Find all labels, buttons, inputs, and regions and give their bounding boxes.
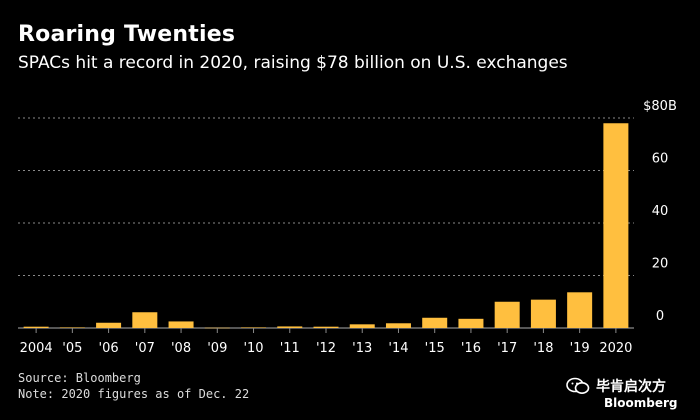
bar (385, 323, 411, 328)
bar (422, 317, 448, 328)
x-tick-label: '05 (62, 341, 82, 356)
y-tick-label: 20 (652, 257, 669, 272)
x-tick-label: '09 (207, 341, 227, 356)
bar (349, 324, 375, 328)
bar (567, 292, 593, 328)
bars-group (23, 123, 629, 329)
bar (458, 318, 484, 328)
bar (59, 327, 85, 328)
bar (132, 312, 158, 328)
source-line: Source: Bloomberg (18, 371, 141, 385)
watermark-text: 毕肯启次方 (596, 379, 666, 395)
x-tick-label: '18 (533, 341, 553, 356)
y-tick-label: 0 (656, 309, 664, 324)
x-tick-label: 2004 (20, 341, 53, 356)
wechat-icon (566, 377, 590, 395)
bar (23, 326, 49, 328)
bloomberg-logo: Bloomberg (604, 396, 678, 410)
x-tick-label: '12 (316, 341, 336, 356)
x-tick-label: '13 (352, 341, 372, 356)
bar (530, 299, 556, 328)
bar (241, 327, 267, 328)
bar (96, 322, 122, 328)
watermark: 毕肯启次方 (566, 376, 666, 396)
note-line: Note: 2020 figures as of Dec. 22 (18, 387, 250, 401)
y-tick-label: 40 (652, 204, 669, 219)
bar (277, 326, 303, 328)
x-tick-label: '06 (99, 341, 119, 356)
x-tick-label: '08 (171, 341, 191, 356)
bar (313, 326, 339, 328)
x-tick-label: '07 (135, 341, 155, 356)
x-tick-label: '17 (497, 341, 517, 356)
chart-subtitle: SPACs hit a record in 2020, raising $78 … (18, 53, 568, 73)
y-tick-label: 60 (652, 152, 669, 167)
x-tick-label: '15 (425, 341, 445, 356)
chart-title: Roaring Twenties (18, 22, 236, 47)
y-axis: 0 20 40 60 $80B (643, 99, 677, 324)
x-tick-label: '19 (570, 341, 590, 356)
x-tick-label: '16 (461, 341, 481, 356)
bar (603, 123, 629, 328)
bar (494, 301, 520, 328)
x-tick-label: '10 (243, 341, 263, 356)
x-axis: 2004 '05 '06 '07 '08 '09 '10 '11 '12 '13 '14 '15 '16… (20, 328, 632, 356)
bar (168, 321, 194, 328)
bar (204, 327, 230, 329)
chart-source: Source: Bloomberg Note: 2020 figures as … (18, 370, 249, 402)
x-tick-label: 2020 (599, 341, 632, 356)
y-tick-label: $80B (643, 99, 677, 114)
x-tick-label: '14 (388, 341, 408, 356)
x-tick-label: '11 (280, 341, 300, 356)
grid-lines (18, 117, 634, 329)
